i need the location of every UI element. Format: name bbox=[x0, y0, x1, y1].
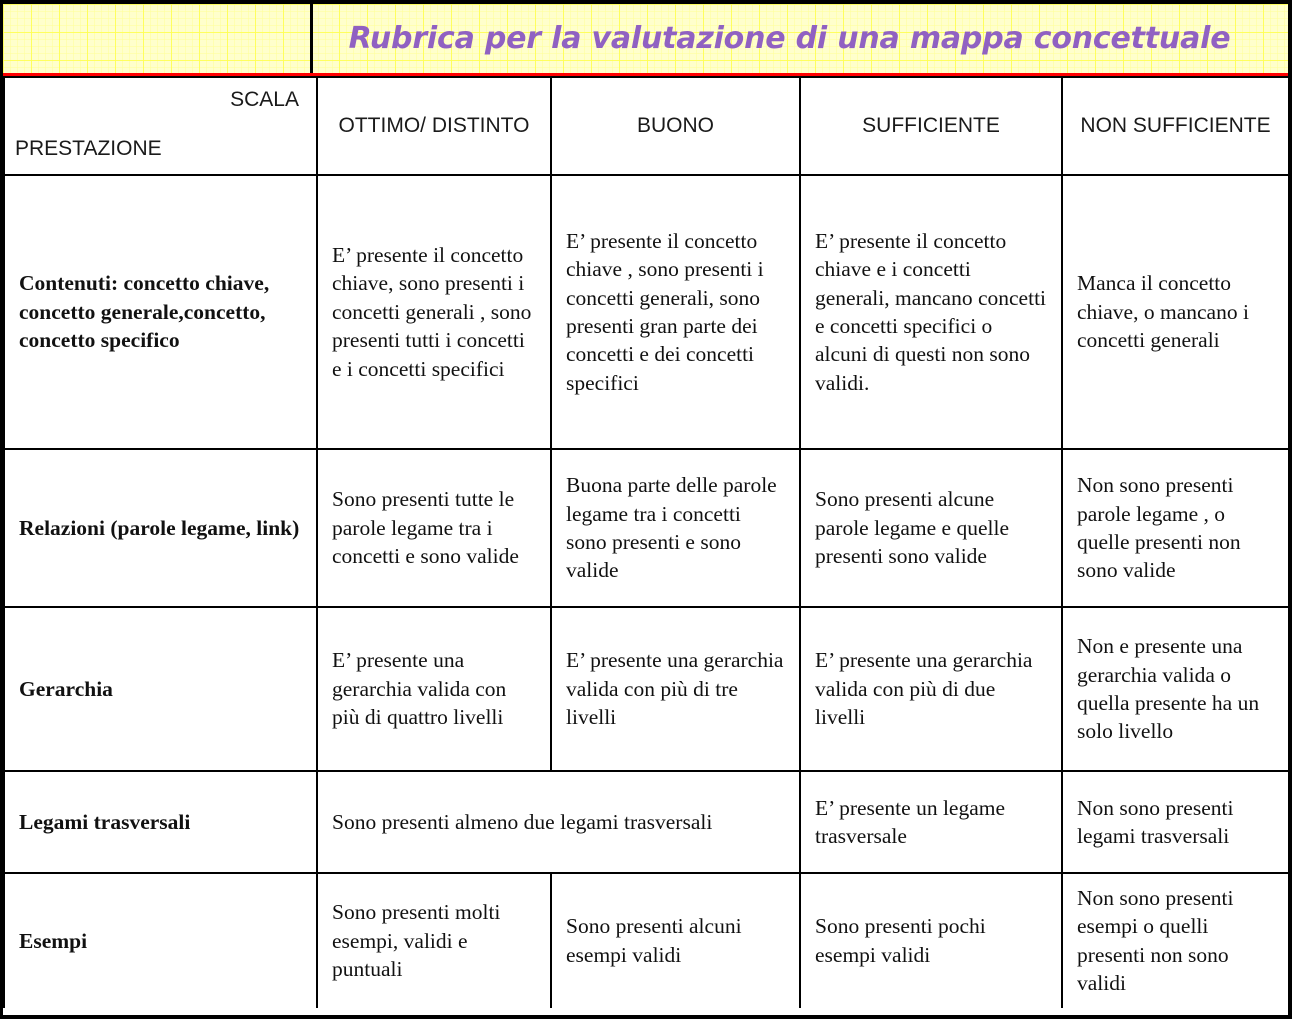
cell-contenuti-non-sufficiente: Manca il concetto chiave, o mancano i co… bbox=[1061, 174, 1290, 450]
cell-esempi-buono: Sono presenti alcuni esempi validi bbox=[550, 872, 801, 1008]
header-level-buono: BUONO bbox=[550, 76, 801, 176]
performance-axis-label: PRESTAZIONE bbox=[15, 137, 162, 161]
cell-contenuti-buono: E’ presente il concetto chiave , sono pr… bbox=[550, 174, 801, 450]
table-row: Legami trasversali Sono presenti almeno … bbox=[3, 770, 1290, 874]
cell-esempi-sufficiente: Sono presenti pochi esempi validi bbox=[799, 872, 1063, 1008]
title-banner: Rubrica per la valutazione di una mappa … bbox=[3, 4, 1288, 76]
cell-gerarchia-non-sufficiente: Non e presente una gerarchia valida o qu… bbox=[1061, 606, 1290, 772]
cell-esempi-non-sufficiente: Non sono presenti esempi o quelli presen… bbox=[1061, 872, 1290, 1008]
cell-gerarchia-sufficiente: E’ presente una gerarchia valida con più… bbox=[799, 606, 1063, 772]
cell-gerarchia-buono: E’ presente una gerarchia valida con più… bbox=[550, 606, 801, 772]
cell-relazioni-non-sufficiente: Non sono presenti parole legame , o quel… bbox=[1061, 448, 1290, 608]
criterion-relazioni: Relazioni (parole legame, link) bbox=[3, 448, 318, 608]
header-level-ottimo-distinto: OTTIMO/ DISTINTO bbox=[316, 76, 552, 176]
cell-contenuti-ottimo: E’ presente il concetto chiave, sono pre… bbox=[316, 174, 552, 450]
header-level-sufficiente: SUFFICIENTE bbox=[799, 76, 1063, 176]
cell-relazioni-buono: Buona parte delle parole legame tra i co… bbox=[550, 448, 801, 608]
page-title: Rubrica per la valutazione di una mappa … bbox=[348, 21, 1231, 56]
criterion-legami-trasversali: Legami trasversali bbox=[3, 770, 318, 874]
banner-left-blank bbox=[3, 4, 313, 73]
header-corner-cell: SCALA PRESTAZIONE bbox=[3, 76, 318, 176]
cell-legami-ottimo-buono-merged: Sono presenti almeno due legami trasvers… bbox=[316, 770, 801, 874]
cell-gerarchia-ottimo: E’ presente una gerarchia valida con più… bbox=[316, 606, 552, 772]
table-row: Esempi Sono presenti molti esempi, valid… bbox=[3, 872, 1290, 1008]
cell-legami-sufficiente: E’ presente un legame trasversale bbox=[799, 770, 1063, 874]
header-level-non-sufficiente: NON SUFFICIENTE bbox=[1061, 76, 1290, 176]
scale-axis-label: SCALA bbox=[230, 88, 299, 111]
cell-contenuti-sufficiente: E’ presente il concetto chiave e i conce… bbox=[799, 174, 1063, 450]
banner-title-area: Rubrica per la valutazione di una mappa … bbox=[313, 4, 1288, 73]
cell-esempi-ottimo: Sono presenti molti esempi, validi e pun… bbox=[316, 872, 552, 1008]
cell-relazioni-sufficiente: Sono presenti alcune parole legame e que… bbox=[799, 448, 1063, 608]
table-row: Relazioni (parole legame, link) Sono pre… bbox=[3, 448, 1290, 608]
criterion-contenuti: Contenuti: concetto chiave, concetto gen… bbox=[3, 174, 318, 450]
cell-relazioni-ottimo: Sono presenti tutte le parole legame tra… bbox=[316, 448, 552, 608]
criterion-esempi: Esempi bbox=[3, 872, 318, 1008]
rubric-table: SCALA PRESTAZIONE OTTIMO/ DISTINTO BUONO… bbox=[3, 76, 1290, 1008]
cell-legami-non-sufficiente: Non sono presenti legami trasversali bbox=[1061, 770, 1290, 874]
table-row: Gerarchia E’ presente una gerarchia vali… bbox=[3, 606, 1290, 772]
table-header-row: SCALA PRESTAZIONE OTTIMO/ DISTINTO BUONO… bbox=[3, 76, 1290, 176]
table-row: Contenuti: concetto chiave, concetto gen… bbox=[3, 174, 1290, 450]
criterion-gerarchia: Gerarchia bbox=[3, 606, 318, 772]
